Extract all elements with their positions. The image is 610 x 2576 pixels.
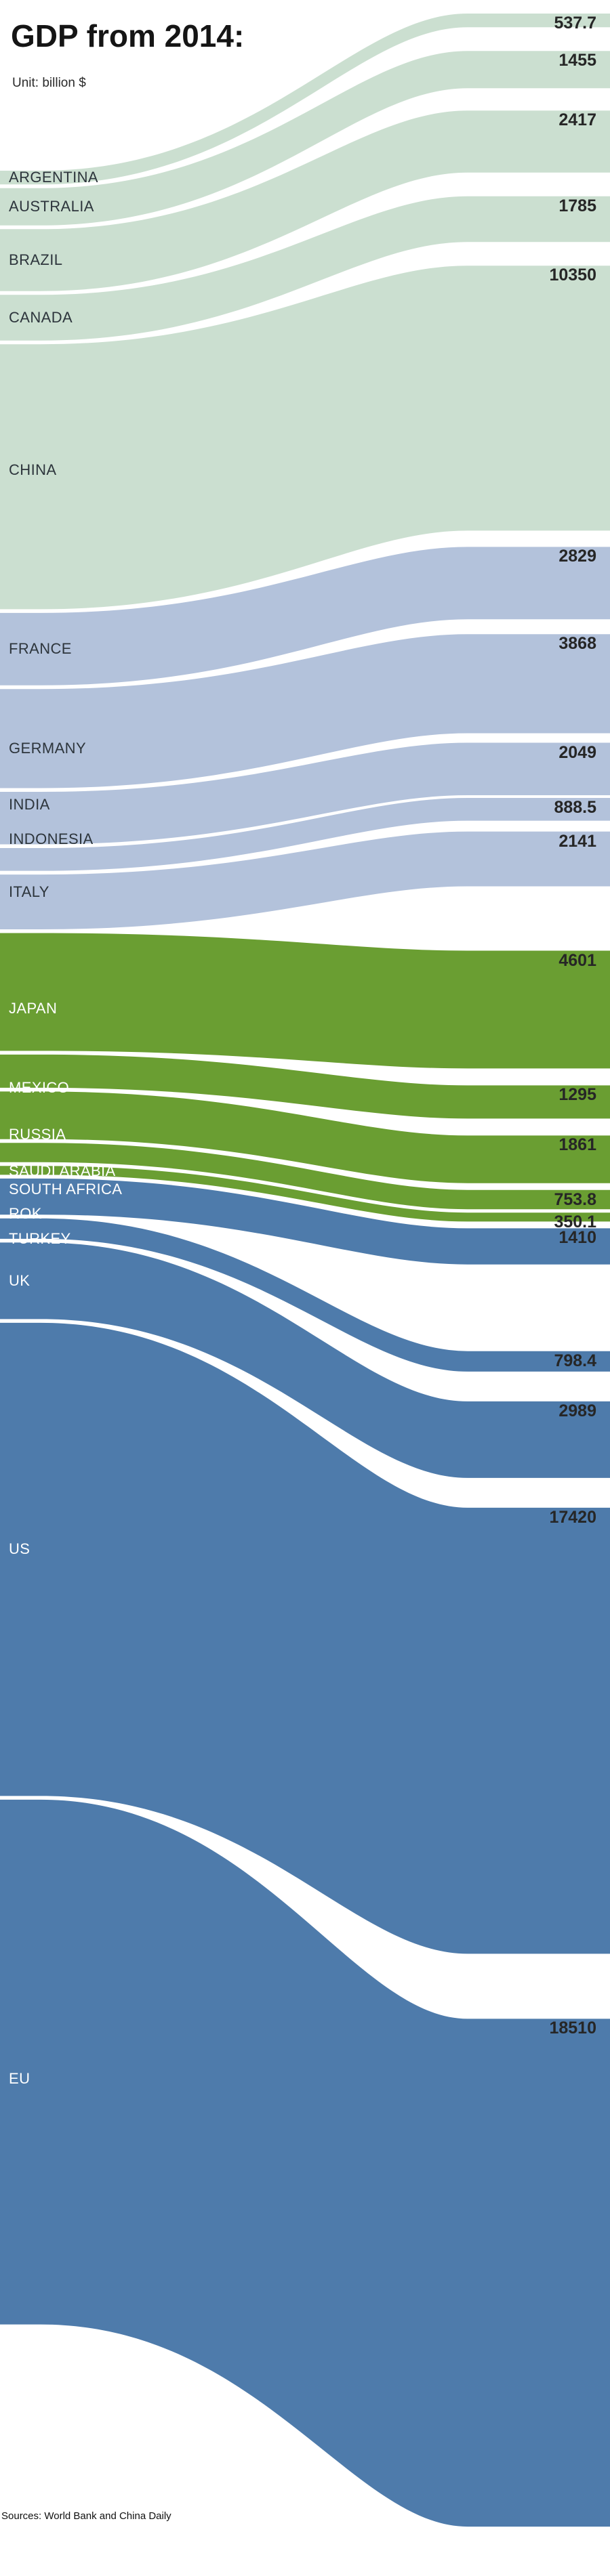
value-label-saudi-arabia: 753.8 <box>554 1190 596 1209</box>
country-label-canada: CANADA <box>9 309 73 326</box>
country-label-south-africa: SOUTH AFRICA <box>9 1181 123 1198</box>
country-label-rok: ROK <box>9 1205 42 1222</box>
value-label-us: 17420 <box>549 1508 596 1527</box>
ribbon-france <box>0 547 610 685</box>
ribbon-india <box>0 742 610 845</box>
country-label-australia: AUSTRALIA <box>9 198 94 215</box>
value-label-australia: 1455 <box>558 51 596 70</box>
ribbon-brazil <box>0 110 610 291</box>
country-label-us: US <box>9 1540 30 1557</box>
ribbon-us <box>0 1322 610 1954</box>
ribbon-rok <box>0 1178 610 1265</box>
ribbon-eu <box>0 1799 610 2527</box>
ribbon-indonesia <box>0 798 610 871</box>
country-label-uk: UK <box>9 1272 30 1289</box>
country-label-japan: JAPAN <box>9 1000 58 1017</box>
country-label-china: CHINA <box>9 461 57 478</box>
page-title: GDP from 2014: <box>11 18 245 54</box>
value-label-eu: 18510 <box>549 2019 596 2037</box>
ribbon-turkey <box>0 1218 610 1372</box>
value-label-germany: 3868 <box>558 634 596 653</box>
country-label-germany: GERMANY <box>9 740 87 757</box>
ribbon-japan <box>0 933 610 1069</box>
value-label-china: 10350 <box>549 266 596 284</box>
ribbon-australia <box>0 51 610 226</box>
sources-note: Sources: World Bank and China Daily <box>1 2510 171 2522</box>
ribbon-italy <box>0 831 610 929</box>
value-label-france: 2829 <box>558 547 596 566</box>
ribbon-saudi-arabia <box>0 1143 610 1210</box>
country-label-argentina: ARGENTINA <box>9 169 98 186</box>
value-label-india: 2049 <box>558 743 596 762</box>
value-label-canada: 1785 <box>558 196 596 215</box>
ribbon-south-africa <box>0 1166 610 1222</box>
value-label-japan: 4601 <box>558 951 596 970</box>
country-label-india: INDIA <box>9 796 50 813</box>
value-label-russia: 1861 <box>558 1135 596 1154</box>
country-label-brazil: BRAZIL <box>9 251 63 268</box>
value-label-argentina: 537.7 <box>554 14 596 33</box>
country-label-saudi-arabia: SAUDI ARABIA <box>9 1162 116 1179</box>
value-label-south-africa: 350.1 <box>554 1212 596 1231</box>
value-label-italy: 2141 <box>558 832 596 851</box>
country-label-indonesia: INDONESIA <box>9 830 94 847</box>
value-label-turkey: 798.4 <box>554 1351 596 1370</box>
country-label-italy: ITALY <box>9 883 49 900</box>
value-label-rok: 1410 <box>558 1228 596 1247</box>
unit-label: Unit: billion $ <box>12 76 86 90</box>
value-label-indonesia: 888.5 <box>554 798 596 817</box>
country-label-russia: RUSSIA <box>9 1126 66 1143</box>
country-label-eu: EU <box>9 2070 30 2087</box>
value-label-mexico: 1295 <box>558 1085 596 1104</box>
ribbon-china <box>0 266 610 610</box>
ribbon-uk <box>0 1242 610 1478</box>
value-label-uk: 2989 <box>558 1401 596 1420</box>
ribbon-mexico <box>0 1054 610 1119</box>
ribbon-canada <box>0 196 610 341</box>
country-label-turkey: TURKEY <box>9 1230 71 1247</box>
ribbon-russia <box>0 1091 610 1183</box>
value-label-brazil: 2417 <box>558 110 596 129</box>
country-label-france: FRANCE <box>9 640 72 657</box>
ribbon-germany <box>0 634 610 788</box>
country-label-mexico: MEXICO <box>9 1079 70 1096</box>
